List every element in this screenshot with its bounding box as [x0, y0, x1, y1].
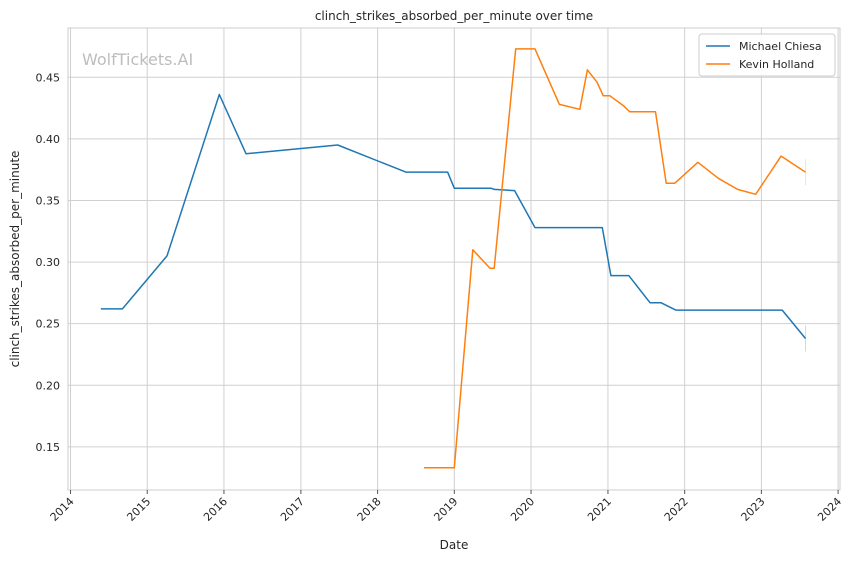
series-line-kevin-holland: [424, 48, 806, 469]
legend-label-michael-chiesa: Michael Chiesa: [739, 40, 822, 53]
legend-label-kevin-holland: Kevin Holland: [739, 58, 814, 71]
watermark: WolfTickets.AI: [82, 50, 193, 69]
x-axis-title: Date: [440, 538, 469, 552]
y-tick-label: 0.35: [36, 194, 61, 207]
y-ticks: 0.15 0.20 0.25 0.30 0.35 0.40 0.45: [36, 71, 61, 454]
y-axis-title: clinch_strikes_absorbed_per_minute: [8, 151, 22, 368]
y-tick-label: 0.30: [36, 256, 61, 269]
y-tick-label: 0.20: [36, 379, 61, 392]
legend: Michael Chiesa Kevin Holland: [698, 33, 836, 77]
y-tick-label: 0.15: [36, 441, 61, 454]
y-tick-label: 0.45: [36, 71, 61, 84]
y-tick-label: 0.25: [36, 318, 61, 331]
grid: [68, 28, 840, 490]
series-lines: [100, 48, 807, 469]
y-tick-label: 0.40: [36, 133, 61, 146]
legend-box: [698, 33, 836, 77]
series-line-michael-chiesa: [100, 93, 807, 339]
chart-title: clinch_strikes_absorbed_per_minute over …: [315, 9, 593, 23]
